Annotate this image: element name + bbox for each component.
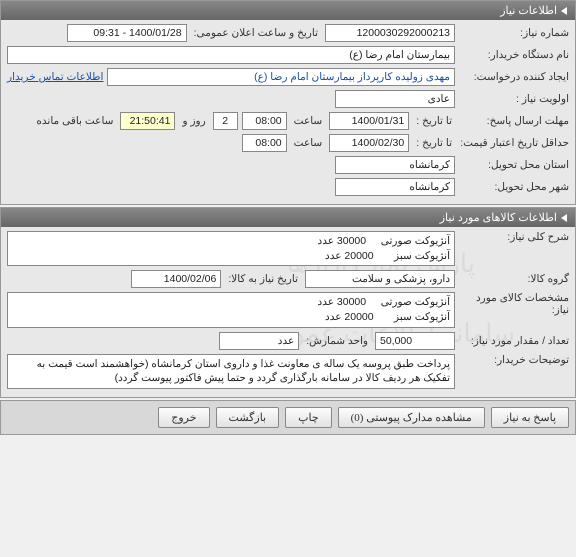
days-field[interactable] <box>213 112 238 130</box>
priority-field[interactable] <box>335 90 455 108</box>
desc-label: شرح کلی نیاز: <box>459 231 569 243</box>
priority-label: اولویت نیاز : <box>459 93 569 105</box>
goods-date-label: تاریخ نیاز به کالا: <box>225 273 301 285</box>
remain-label: ساعت باقی مانده <box>33 115 116 127</box>
respond-button[interactable]: پاسخ به نیاز <box>491 407 569 428</box>
buyer-field[interactable] <box>7 46 455 64</box>
delivery-state-label: استان محل تحویل: <box>459 159 569 171</box>
time-label-1: ساعت <box>291 115 326 127</box>
deadline-date-field[interactable] <box>329 112 409 130</box>
group-label: گروه کالا: <box>459 273 569 285</box>
goods-date-field[interactable] <box>131 270 221 288</box>
goods-info-panel: پارس نماد داده ها سامانه اطلاعات عمومی ا… <box>0 207 576 398</box>
need-number-label: شماره نیاز: <box>459 27 569 39</box>
notes-label: توضیحات خریدار: <box>459 354 569 366</box>
back-button[interactable]: بازگشت <box>216 407 280 428</box>
delivery-state-field[interactable] <box>335 156 455 174</box>
need-number-field[interactable] <box>325 24 455 42</box>
collapse-icon-2 <box>561 214 567 222</box>
requester-label: ایجاد کننده درخواست: <box>459 71 569 83</box>
delivery-city-field[interactable] <box>335 178 455 196</box>
exit-button[interactable]: خروج <box>158 407 209 428</box>
panel2-title: اطلاعات کالاهای مورد نیاز <box>440 211 557 224</box>
print-button[interactable]: چاپ <box>285 407 332 428</box>
to-date-label-2: تا تاریخ : <box>413 137 455 149</box>
goods-info-header: اطلاعات کالاهای مورد نیاز <box>1 208 575 227</box>
announce-field[interactable] <box>67 24 187 42</box>
announce-label: تاریخ و ساعت اعلان عمومی: <box>191 27 321 39</box>
qty-label: تعداد / مقدار مورد نیاز: <box>459 335 569 347</box>
time-label-2: ساعت <box>291 137 326 149</box>
need-info-header: اطلاعات نیاز <box>1 1 575 20</box>
price-valid-label: حداقل تاریخ اعتبار قیمت: <box>459 137 569 149</box>
unit-field[interactable] <box>219 332 299 350</box>
collapse-icon <box>561 7 567 15</box>
to-date-label: تا تاریخ : <box>413 115 455 127</box>
price-valid-time-field[interactable] <box>242 134 287 152</box>
spec-field[interactable] <box>7 292 455 327</box>
days-label: روز و <box>179 115 208 127</box>
deadline-label: مهلت ارسال پاسخ: <box>459 115 569 127</box>
spec-label: مشخصات کالای مورد نیاز: <box>459 292 569 316</box>
price-valid-date-field[interactable] <box>329 134 409 152</box>
button-bar: پاسخ به نیاز مشاهده مدارک پیوستی (0) چاپ… <box>0 400 576 435</box>
need-info-panel: اطلاعات نیاز شماره نیاز: تاریخ و ساعت اع… <box>0 0 576 205</box>
unit-label: واحد شمارش: <box>303 335 371 347</box>
requester-field[interactable] <box>107 68 455 86</box>
desc-field[interactable] <box>7 231 455 266</box>
deadline-time-field[interactable] <box>242 112 287 130</box>
attachments-button[interactable]: مشاهده مدارک پیوستی (0) <box>338 407 485 428</box>
countdown-field <box>120 112 175 130</box>
panel1-title: اطلاعات نیاز <box>500 4 557 17</box>
group-field[interactable] <box>305 270 455 288</box>
qty-field[interactable] <box>375 332 455 350</box>
buyer-label: نام دستگاه خریدار: <box>459 49 569 61</box>
contact-link[interactable]: اطلاعات تماس خریدار <box>7 71 103 83</box>
delivery-city-label: شهر محل تحویل: <box>459 181 569 193</box>
notes-field[interactable] <box>7 354 455 389</box>
